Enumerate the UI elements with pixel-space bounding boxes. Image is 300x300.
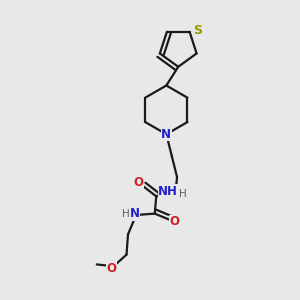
Text: S: S: [194, 24, 202, 38]
Text: H: H: [179, 189, 187, 199]
Text: H: H: [122, 208, 130, 219]
Text: N: N: [130, 207, 140, 220]
Text: O: O: [134, 176, 143, 190]
Text: N: N: [161, 128, 171, 141]
Text: NH: NH: [158, 184, 178, 197]
Text: O: O: [169, 215, 179, 228]
Text: O: O: [107, 262, 117, 275]
